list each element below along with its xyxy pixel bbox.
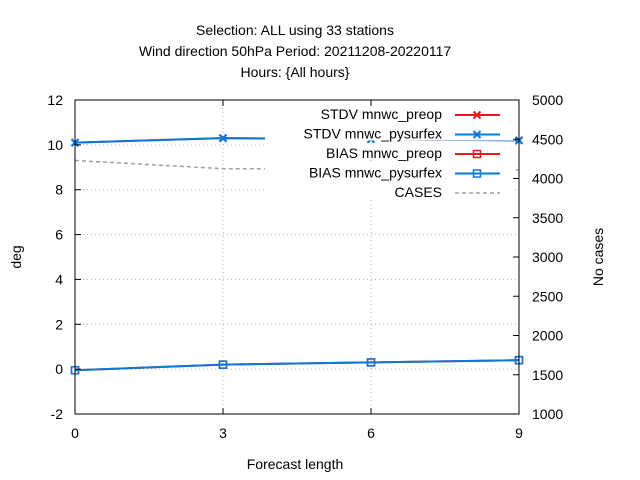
series-bias-mnwc-preop — [70, 355, 524, 375]
y-tick-label: 4 — [55, 271, 63, 287]
legend-bg — [265, 182, 515, 199]
x-tick-label: 0 — [71, 425, 79, 441]
title-line: Selection: ALL using 33 stations — [196, 22, 394, 38]
chart-title: Selection: ALL using 33 stations Wind dir… — [139, 22, 452, 80]
data-point — [366, 358, 376, 367]
y2-tick-label: 5000 — [532, 92, 563, 108]
y2-tick-label: 2500 — [532, 288, 563, 304]
y-tick-label: 8 — [55, 182, 63, 198]
y-tick-label: 0 — [55, 361, 63, 377]
y2-tick-label: 4000 — [532, 171, 563, 187]
legend-bg — [265, 123, 515, 141]
title-line: Hours: {All hours} — [241, 64, 350, 80]
x-axis-label: Forecast length — [247, 456, 344, 472]
y2-tick-label: 4500 — [532, 131, 563, 147]
data-point — [472, 130, 482, 139]
y-tick-label: -2 — [51, 406, 64, 422]
y2-axis-label: No cases — [590, 228, 606, 286]
series-bias-mnwc-pysurfex — [70, 355, 524, 375]
x-tick-label: 9 — [515, 425, 523, 441]
legend-label: CASES — [395, 184, 442, 200]
data-point — [472, 149, 482, 159]
y-tick-label: 10 — [47, 137, 63, 153]
legend: STDV mnwc_preop STDV mnwc_pysurfex BIAS mn… — [265, 104, 515, 200]
y2-tick-label: 3500 — [532, 210, 563, 226]
legend-bg — [265, 162, 515, 180]
legend-label: BIAS mnwc_pysurfex — [309, 165, 442, 181]
legend-label: BIAS mnwc_preop — [326, 145, 442, 161]
y-tick-label: 12 — [47, 92, 63, 108]
y-axis-label: deg — [8, 245, 24, 268]
legend-label: STDV mnwc_pysurfex — [304, 126, 442, 142]
x-tick-label: 6 — [367, 425, 375, 441]
y2-tick-label: 3000 — [532, 249, 563, 265]
legend-bg — [265, 104, 515, 121]
data-point — [472, 110, 482, 120]
y2-tick-label: 1000 — [532, 406, 563, 422]
data-point — [218, 360, 228, 369]
data-point — [472, 169, 482, 178]
legend-label: STDV mnwc_preop — [321, 106, 443, 122]
y-tick-label: 2 — [55, 316, 63, 332]
y2-tick-label: 1500 — [532, 367, 563, 383]
axes: -2 0 2 4 6 8 10 12 1000 1500 2000 2500 3000 3500 4000 4… — [47, 92, 563, 441]
legend-bg — [265, 143, 515, 160]
series-line — [74, 359, 520, 372]
x-tick-label: 3 — [219, 425, 227, 441]
title-line: Wind direction 50hPa Period: 20211208-20… — [139, 43, 452, 59]
y-tick-label: 6 — [55, 227, 63, 243]
y2-tick-label: 2000 — [532, 328, 563, 344]
data-point — [218, 133, 228, 143]
